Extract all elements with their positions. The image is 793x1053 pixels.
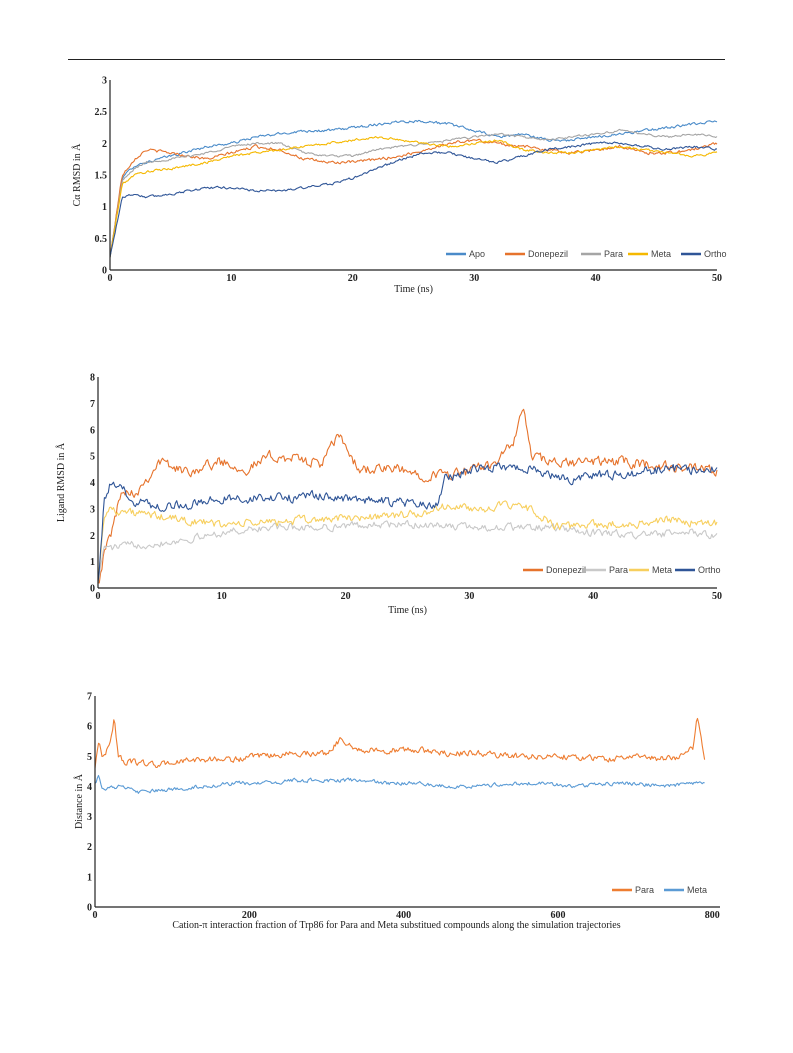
figure-caption: Cation-π interaction fraction of Trp86 f… xyxy=(172,920,621,931)
legend-label-meta: Meta xyxy=(687,885,707,895)
y-tick-label: 2 xyxy=(102,139,107,150)
legend-label-meta: Meta xyxy=(652,565,672,575)
y-axis-title: Cα RMSD in Å xyxy=(71,143,83,207)
x-tick-label: 400 xyxy=(396,910,411,921)
y-axis-title: Distance in Å xyxy=(73,773,85,829)
series-line-apo xyxy=(109,119,718,258)
y-tick-label: 0 xyxy=(102,266,107,277)
y-tick-label: 5 xyxy=(90,452,95,463)
series-line-donepezil xyxy=(109,138,718,258)
y-tick-label: 4 xyxy=(87,782,92,793)
x-axis-title: Time (ns) xyxy=(388,605,427,616)
y-tick-label: 3 xyxy=(90,504,95,515)
x-tick-label: 0 xyxy=(96,591,101,602)
x-tick-label: 40 xyxy=(591,273,601,284)
legend-label-apo: Apo xyxy=(469,249,485,259)
x-tick-label: 0 xyxy=(108,273,113,284)
series-line-para xyxy=(109,128,718,258)
x-tick-label: 0 xyxy=(93,910,98,921)
x-tick-label: 200 xyxy=(242,910,257,921)
y-tick-label: 1.5 xyxy=(95,171,108,182)
legend-label-ortho: Ortho xyxy=(704,249,727,259)
y-tick-label: 2.5 xyxy=(95,107,108,118)
x-tick-label: 30 xyxy=(464,591,474,602)
top-rule xyxy=(68,59,725,60)
y-tick-label: 2 xyxy=(90,531,95,542)
series-line-meta xyxy=(94,774,705,794)
y-tick-label: 4 xyxy=(90,478,95,489)
y-tick-label: 3 xyxy=(87,812,92,823)
legend-label-meta: Meta xyxy=(651,249,671,259)
y-tick-label: 0 xyxy=(87,903,92,914)
y-tick-label: 6 xyxy=(87,722,92,733)
y-axis-title: Ligand RMSD in Å xyxy=(55,442,67,522)
series-line-para xyxy=(94,717,706,769)
cation-pi-distance-chart: 0 200 400 600 800 0 1 2 3 4 5 6 7 Distance in Å Para Me… xyxy=(73,692,720,921)
x-tick-label: 600 xyxy=(550,910,565,921)
x-axis-title: Time (ns) xyxy=(394,284,433,295)
legend-label-para: Para xyxy=(609,565,628,575)
y-tick-label: 6 xyxy=(90,425,95,436)
y-tick-label: 1 xyxy=(102,202,107,213)
x-tick-label: 10 xyxy=(226,273,236,284)
x-tick-label: 50 xyxy=(712,273,722,284)
x-tick-label: 40 xyxy=(588,591,598,602)
y-tick-label: 1 xyxy=(90,557,95,568)
x-tick-label: 800 xyxy=(705,910,720,921)
legend-label-ortho: Ortho xyxy=(698,565,721,575)
series-line-para xyxy=(97,519,718,583)
y-tick-label: 8 xyxy=(90,373,95,384)
y-tick-label: 7 xyxy=(87,692,92,703)
x-tick-label: 30 xyxy=(469,273,479,284)
y-tick-label: 0.5 xyxy=(95,234,108,245)
series-line-donepezil xyxy=(97,408,718,584)
x-tick-label: 10 xyxy=(217,591,227,602)
legend-label-donepezil: Donepezil xyxy=(546,565,586,575)
ca-rmsd-chart: 0 10 20 30 40 50 0 0.5 1 1.5 2 2.5 3 Time (ns) Cα RMSD… xyxy=(71,76,727,296)
x-tick-label: 20 xyxy=(348,273,358,284)
y-tick-label: 2 xyxy=(87,842,92,853)
legend-label-para: Para xyxy=(604,249,623,259)
series-line-ortho xyxy=(97,462,718,583)
series-line-meta xyxy=(97,500,718,583)
y-tick-label: 5 xyxy=(87,752,92,763)
series-line-ortho xyxy=(109,141,717,258)
y-tick-label: 1 xyxy=(87,872,92,883)
legend-label-para: Para xyxy=(635,885,654,895)
ligand-rmsd-chart: 0 10 20 30 40 50 0 1 2 3 4 5 6 7 8 Time (ns) Ligand RMSD… xyxy=(55,373,722,617)
series-line-meta xyxy=(109,136,718,258)
y-tick-label: 0 xyxy=(90,584,95,595)
x-tick-label: 50 xyxy=(712,591,722,602)
y-tick-label: 7 xyxy=(90,399,95,410)
y-tick-label: 3 xyxy=(102,76,107,87)
legend-label-donepezil: Donepezil xyxy=(528,249,568,259)
x-tick-label: 20 xyxy=(341,591,351,602)
